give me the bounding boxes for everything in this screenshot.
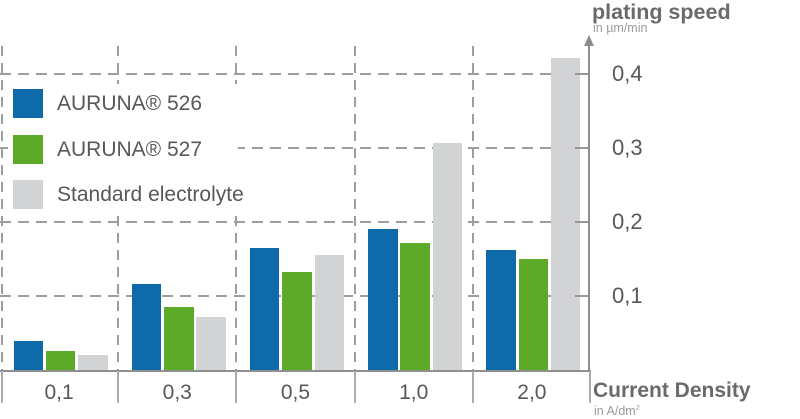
bar-series2-cat-0,3 — [164, 307, 194, 371]
chart-title: plating speed — [592, 0, 731, 24]
y-axis-arrow-icon — [583, 35, 594, 46]
x-axis-line — [0, 369, 591, 372]
bar-series3-cat-0,3 — [196, 317, 226, 371]
x-tick-divider — [0, 371, 3, 403]
legend: AURUNA® 526 AURUNA® 527 Standard electroly… — [8, 84, 244, 212]
gridline-y-0,3 — [0, 146, 589, 149]
legend-swatch-icon — [13, 180, 43, 209]
legend-label: AURUNA® 527 — [57, 137, 203, 161]
gridline-x-boundary — [471, 46, 474, 371]
gridline-y-0,4 — [0, 72, 589, 75]
x-tick-label: 0,1 — [44, 381, 74, 404]
x-tick-label: 1,0 — [399, 381, 429, 404]
bar-series1-cat-2,0 — [486, 250, 516, 371]
x-tick-label: 2,0 — [517, 381, 547, 404]
bar-series2-cat-2,0 — [518, 259, 549, 371]
legend-item: AURUNA® 526 — [13, 89, 238, 118]
y-tick-label: 0,2 — [612, 209, 643, 234]
bar-series1-cat-0,5 — [249, 247, 280, 371]
y-axis-line — [588, 46, 590, 371]
y-tick-mark — [575, 72, 589, 75]
gridline-x-boundary — [0, 46, 3, 371]
x-axis-unit: in A/dm2 — [594, 403, 640, 419]
x-tick-divider — [353, 371, 356, 403]
y-tick-mark — [575, 295, 589, 298]
y-tick-label: 0,1 — [612, 283, 643, 309]
x-axis-title: Current Density — [593, 379, 751, 402]
x-tick-divider — [235, 371, 238, 403]
legend-label: Standard electrolyte — [57, 183, 244, 206]
y-tick-mark — [575, 146, 589, 149]
legend-item: Standard electrolyte — [13, 180, 244, 209]
chart-title-unit: in µm/min — [593, 21, 648, 35]
x-tick-label: 0,3 — [162, 381, 192, 404]
bar-series2-cat-0,1 — [45, 351, 76, 371]
legend-swatch-icon — [13, 134, 43, 164]
gridline-x-boundary — [353, 46, 356, 371]
bar-series2-cat-0,5 — [282, 272, 312, 371]
bar-series1-cat-1,0 — [368, 228, 398, 371]
gridline-y-0,2 — [0, 221, 589, 223]
bar-series2-cat-1,0 — [400, 242, 430, 371]
y-tick-label: 0,3 — [612, 134, 643, 160]
bar-series3-cat-1,0 — [432, 143, 463, 371]
bar-series3-cat-0,1 — [78, 354, 108, 371]
bar-series1-cat-0,1 — [13, 340, 43, 371]
bar-series3-cat-0,5 — [314, 254, 344, 371]
x-tick-label: 0,5 — [280, 381, 311, 404]
bar-series1-cat-0,3 — [131, 284, 162, 371]
x-tick-divider — [117, 371, 120, 403]
bar-series3-cat-2,0 — [550, 57, 581, 371]
y-tick-label: 0,4 — [612, 60, 643, 86]
x-tick-divider — [588, 371, 591, 403]
x-tick-divider — [471, 371, 474, 403]
legend-label: AURUNA® 526 — [57, 92, 203, 115]
legend-item: AURUNA® 527 — [13, 134, 238, 164]
legend-swatch-icon — [13, 89, 43, 118]
y-tick-mark — [575, 221, 589, 223]
